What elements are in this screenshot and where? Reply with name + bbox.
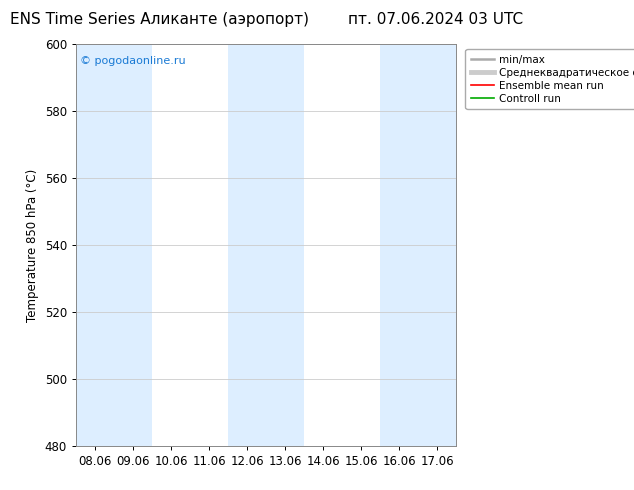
Bar <box>228 44 266 446</box>
Bar <box>114 44 152 446</box>
Text: ENS Time Series Аликанте (аэропорт)        пт. 07.06.2024 03 UTC: ENS Time Series Аликанте (аэропорт) пт. … <box>10 12 523 27</box>
Bar <box>418 44 456 446</box>
Bar <box>266 44 304 446</box>
Y-axis label: Temperature 850 hPa (°C): Temperature 850 hPa (°C) <box>26 169 39 321</box>
Text: © pogodaonline.ru: © pogodaonline.ru <box>80 56 186 66</box>
Legend: min/max, Среднеквадратическое отклонение, Ensemble mean run, Controll run: min/max, Среднеквадратическое отклонение… <box>465 49 634 109</box>
Bar <box>380 44 418 446</box>
Bar <box>76 44 114 446</box>
